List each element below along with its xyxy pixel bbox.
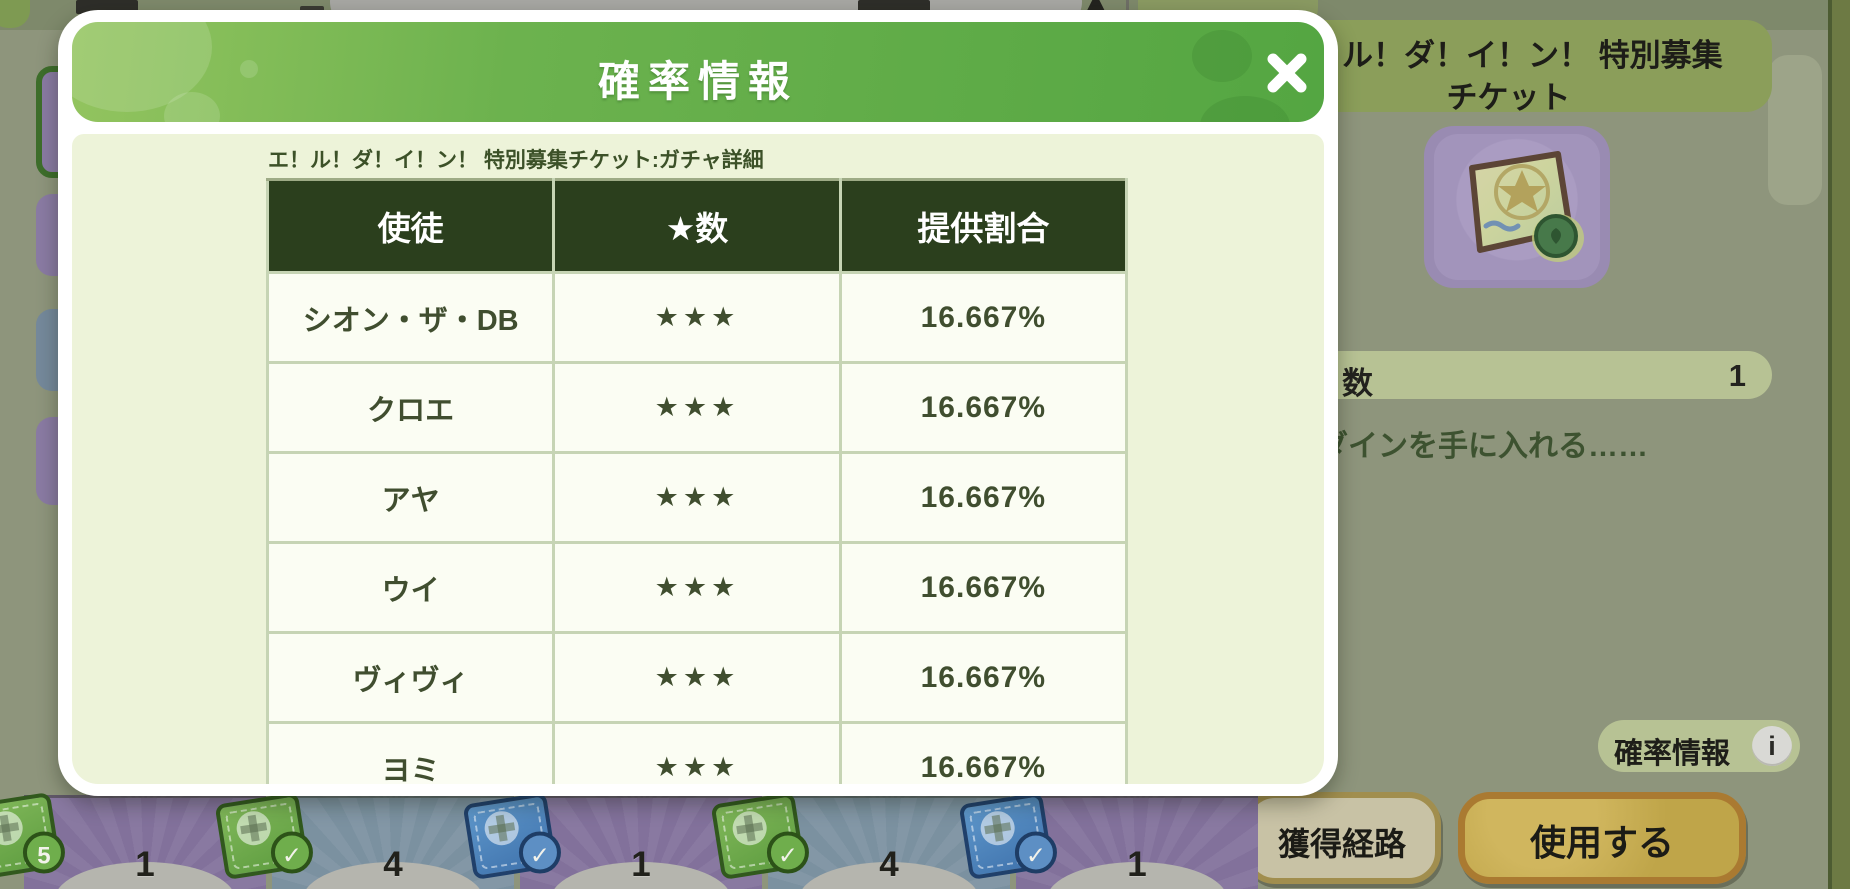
item-image-tile [1424, 126, 1610, 288]
table-row: ウイ ★★★ 16.667% [265, 541, 1129, 634]
character-name: クロエ [265, 361, 556, 454]
inventory-count: 4 [879, 845, 899, 884]
owned-count-label: 数 [1342, 366, 1373, 401]
character-name: ヨミ [265, 721, 556, 784]
star-rating: ★★★ [552, 631, 842, 724]
header-decoration [240, 60, 258, 78]
panel-scroll-area [1768, 55, 1822, 205]
inventory-count: 1 [1127, 845, 1147, 884]
item-title-line2: チケット [1446, 80, 1571, 115]
drop-rate: 16.667% [838, 271, 1129, 364]
item-description: ダインを手に入れる…… [1318, 430, 1648, 463]
probability-table: 使徒 ★数 提供割合 シオン・ザ・DB ★★★ 16.667% クロエ ★★★ … [265, 178, 1129, 784]
star-rating: ★★★ [552, 271, 842, 364]
info-icon: i [1752, 726, 1792, 766]
item-title-line1: ル！ダ！イ！ン！ 特別募集 [1342, 38, 1723, 73]
panel-scrollbar[interactable] [1828, 0, 1850, 889]
owned-count-value: 1 [1728, 358, 1746, 393]
table-row: シオン・ザ・DB ★★★ 16.667% [265, 271, 1129, 364]
table-row: クロエ ★★★ 16.667% [265, 361, 1129, 454]
column-header-character: 使徒 [265, 178, 556, 274]
table-row: ヨミ ★★★ 16.667% [265, 721, 1129, 784]
modal-title: 確率情報 [597, 58, 798, 105]
gacha-detail-subtitle: エ！ル！ダ！イ！ン！ 特別募集チケット:ガチャ詳細 [268, 149, 764, 172]
drop-rate: 16.667% [838, 721, 1129, 784]
inventory-count: 1 [631, 845, 651, 884]
character-name: シオン・ザ・DB [265, 271, 556, 364]
modal-header: 確率情報 [72, 22, 1324, 122]
star-rating: ★★★ [552, 541, 842, 634]
star-rating: ★★★ [552, 451, 842, 544]
drop-rate: 16.667% [838, 631, 1129, 724]
column-header-stars: ★数 [552, 178, 842, 274]
acquire-route-button[interactable]: 獲得経路 [1243, 792, 1441, 884]
table-row: アヤ ★★★ 16.667% [265, 451, 1129, 544]
use-item-button[interactable]: 使用する [1458, 792, 1746, 884]
drop-rate: 16.667% [838, 451, 1129, 544]
column-header-rate: 提供割合 [838, 178, 1129, 274]
item-image-frame [1434, 134, 1600, 280]
inventory-count: 4 [383, 845, 403, 884]
table-row: ヴィヴィ ★★★ 16.667% [265, 631, 1129, 724]
inventory-count: 1 [135, 845, 155, 884]
character-name: ウイ [265, 541, 556, 634]
drop-rate: 16.667% [838, 541, 1129, 634]
modal-body: エ！ル！ダ！イ！ン！ 特別募集チケット:ガチャ詳細 使徒 ★数 提供割合 シオン… [72, 134, 1324, 784]
table-header-row: 使徒 ★数 提供割合 [265, 178, 1129, 274]
probability-info-modal: 確率情報 エ！ル！ダ！イ！ン！ 特別募集チケット:ガチャ詳細 使徒 ★数 提供割… [58, 10, 1338, 796]
character-name: アヤ [265, 451, 556, 544]
inventory-slot[interactable]: ✓ [958, 791, 1258, 889]
close-icon[interactable] [1262, 48, 1312, 98]
character-name: ヴィヴィ [265, 631, 556, 724]
ticket-item-image [1469, 151, 1584, 262]
star-rating: ★★★ [552, 721, 842, 784]
star-rating: ★★★ [552, 361, 842, 454]
rate-info-button[interactable]: 確率情報 i [1598, 720, 1800, 772]
rate-info-label: 確率情報 [1614, 738, 1731, 770]
header-decoration [1192, 30, 1252, 82]
drop-rate: 16.667% [838, 361, 1129, 454]
